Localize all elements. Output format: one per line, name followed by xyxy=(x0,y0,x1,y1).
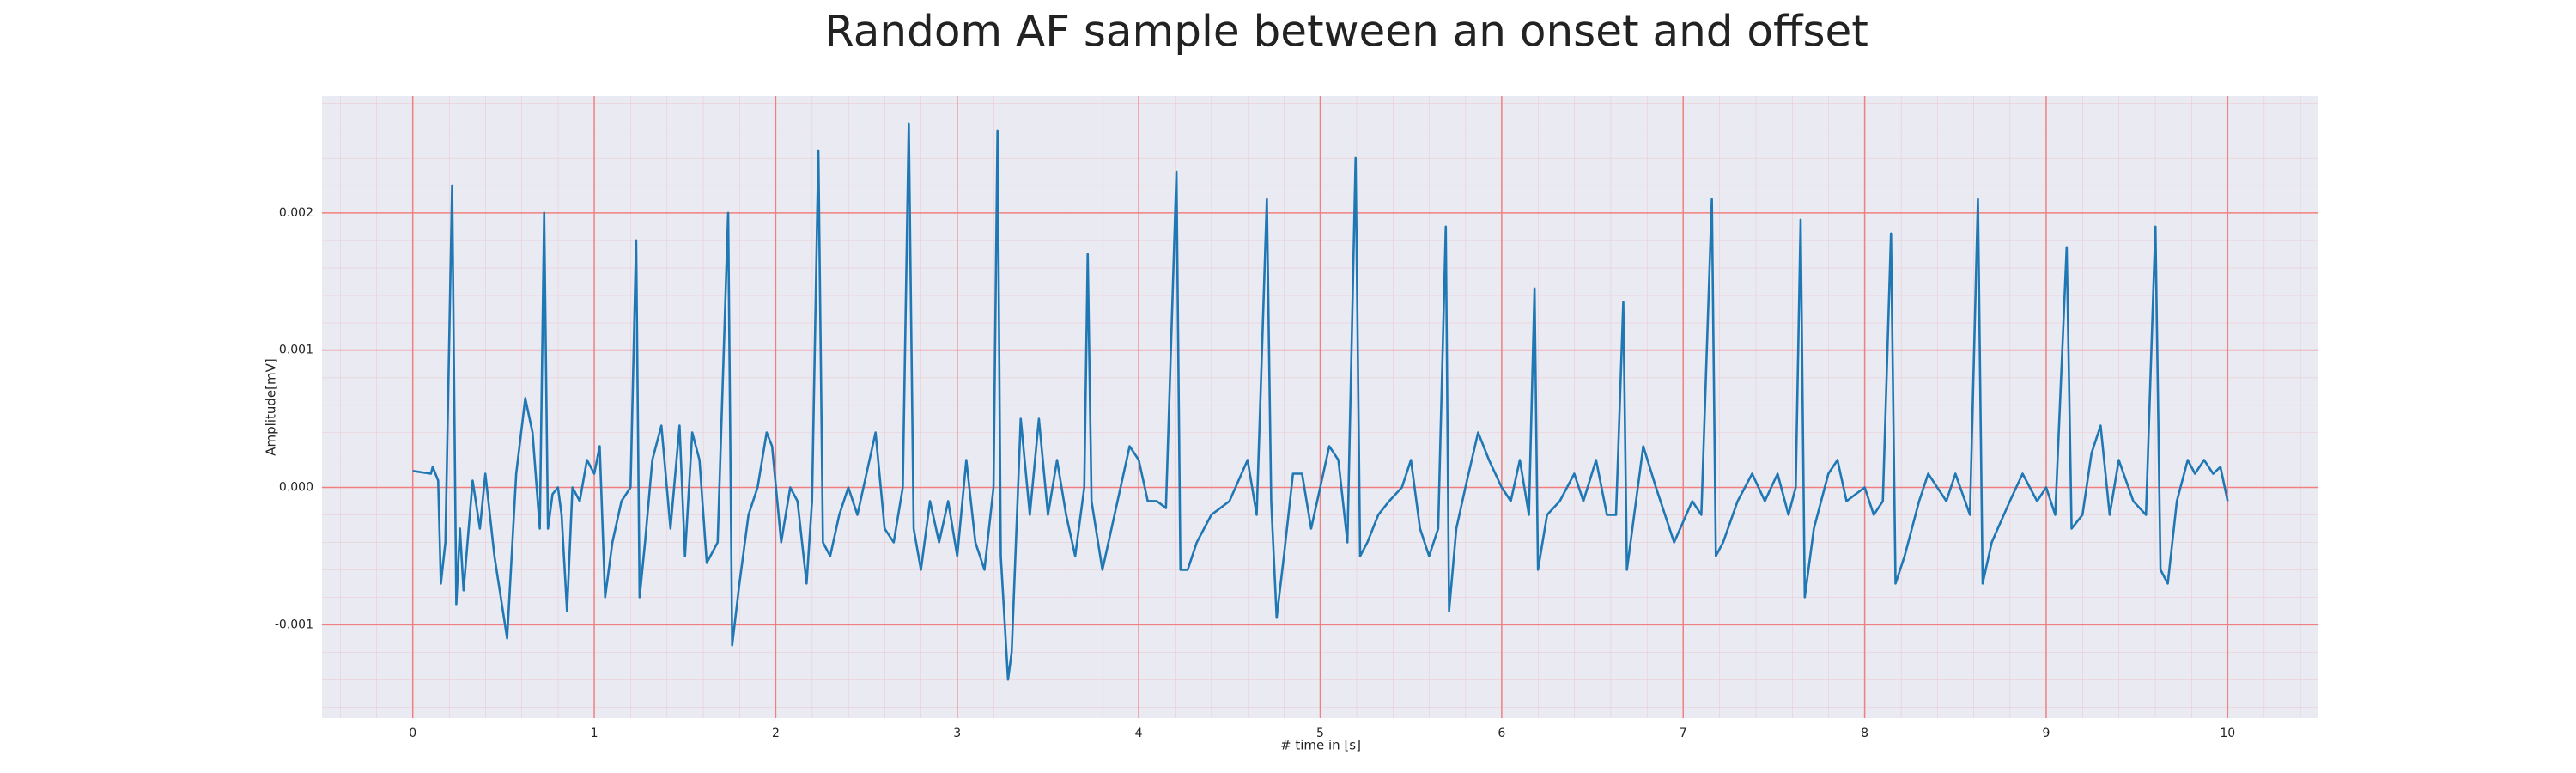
y-tick-label: 0.000 xyxy=(279,480,313,494)
chart-title: Random AF sample between an onset and of… xyxy=(824,7,1868,57)
x-tick-label: 8 xyxy=(1861,727,1868,740)
x-tick-label: 10 xyxy=(2220,727,2235,740)
x-tick-label: 6 xyxy=(1498,727,1505,740)
x-tick-label: 9 xyxy=(2042,727,2050,740)
signal-line xyxy=(412,122,2229,681)
x-tick-label: 0 xyxy=(409,727,416,740)
y-tick-label: -0.001 xyxy=(275,618,313,631)
x-tick-label: 1 xyxy=(591,727,598,740)
x-axis-label: # time in [s] xyxy=(1280,738,1361,753)
y-axis-label: Amplitude[mV] xyxy=(264,358,279,455)
x-tick-label: 7 xyxy=(1680,727,1687,740)
x-tick-label: 3 xyxy=(953,727,961,740)
y-tick-label: 0.001 xyxy=(279,344,313,357)
x-tick-label: 4 xyxy=(1135,727,1143,740)
x-tick-label: 5 xyxy=(1316,727,1324,740)
x-tick-label: 2 xyxy=(772,727,780,740)
y-tick-label: 0.002 xyxy=(279,206,313,220)
